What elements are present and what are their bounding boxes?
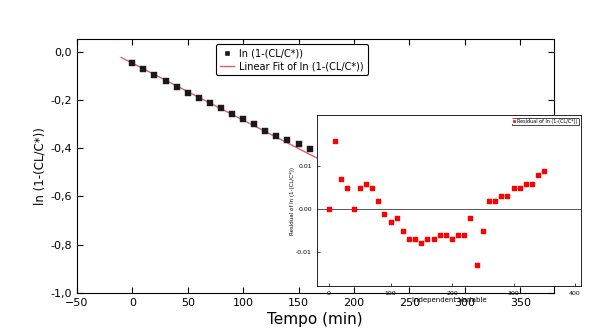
Linear Fit of ln (1-(CL/C*)): [362, 181, 369, 185]
Point: [527, 181, 537, 186]
Point: [453, 232, 463, 238]
ln (1-(CL/C*)): [449, 207, 459, 212]
ln (1-(CL/C*)): [371, 174, 381, 180]
ln (1-(CL/C*)): [183, 90, 192, 95]
Point: [349, 207, 359, 212]
Linear Fit of ln (1-(CL/C*)): [454, 228, 461, 232]
ln (1-(CL/C*)): [338, 160, 348, 165]
Point: [398, 228, 408, 233]
Y-axis label: Residual of ln (1-(CL/C*)): Residual of ln (1-(CL/C*)): [290, 167, 295, 235]
ln (1-(CL/C*)): [205, 101, 215, 106]
ln (1-(CL/C*)): [282, 137, 292, 142]
ln (1-(CL/C*)): [460, 212, 470, 217]
X-axis label: Independent Variable: Independent Variable: [411, 297, 486, 303]
Linear Fit of ln (1-(CL/C*)): [518, 261, 525, 265]
Line: Linear Fit of ln (1-(CL/C*)): Linear Fit of ln (1-(CL/C*)): [121, 58, 531, 268]
Point: [416, 241, 426, 246]
Point: [472, 262, 482, 267]
Point: [496, 194, 506, 199]
Point: [478, 228, 488, 233]
Point: [336, 177, 346, 182]
Point: [539, 168, 549, 173]
ln (1-(CL/C*)): [471, 217, 481, 222]
Linear Fit of ln (1-(CL/C*)): [315, 157, 322, 161]
ln (1-(CL/C*)): [161, 79, 170, 84]
Point: [386, 219, 395, 225]
Point: [367, 185, 377, 190]
Point: [423, 237, 432, 242]
Point: [410, 237, 420, 242]
ln (1-(CL/C*)): [304, 146, 314, 151]
ln (1-(CL/C*)): [249, 121, 259, 127]
Point: [404, 237, 414, 242]
Point: [373, 198, 383, 203]
ln (1-(CL/C*)): [138, 66, 148, 72]
Point: [521, 181, 531, 186]
Point: [392, 215, 402, 220]
ln (1-(CL/C*)): [260, 129, 270, 134]
ln (1-(CL/C*)): [327, 156, 337, 161]
ln (1-(CL/C*)): [349, 165, 359, 170]
ln (1-(CL/C*)): [493, 226, 503, 231]
Point: [355, 185, 365, 190]
ln (1-(CL/C*)): [149, 73, 159, 78]
ln (1-(CL/C*)): [293, 141, 303, 147]
X-axis label: Tempo (min): Tempo (min): [268, 312, 363, 327]
Point: [466, 215, 475, 220]
ln (1-(CL/C*)): [405, 189, 415, 194]
ln (1-(CL/C*)): [227, 112, 237, 117]
Linear Fit of ln (1-(CL/C*)): [528, 266, 535, 270]
Point: [379, 211, 389, 216]
Point: [515, 185, 525, 190]
Linear Fit of ln (1-(CL/C*)): [339, 169, 347, 173]
Point: [361, 181, 371, 186]
Point: [324, 207, 334, 212]
Legend: ln (1-(CL/C*)), Linear Fit of ln (1-(CL/C*)): ln (1-(CL/C*)), Linear Fit of ln (1-(CL/…: [216, 44, 368, 75]
ln (1-(CL/C*)): [316, 150, 326, 156]
ln (1-(CL/C*)): [216, 106, 226, 111]
Point: [435, 232, 445, 238]
ln (1-(CL/C*)): [438, 203, 448, 208]
Linear Fit of ln (1-(CL/C*)): [312, 156, 320, 160]
Point: [459, 232, 469, 238]
Point: [502, 194, 512, 199]
ln (1-(CL/C*)): [515, 260, 525, 265]
ln (1-(CL/C*)): [271, 133, 281, 138]
Y-axis label: ln (1-(CL/C*)): ln (1-(CL/C*)): [33, 127, 46, 205]
Point: [441, 232, 451, 238]
ln (1-(CL/C*)): [383, 179, 392, 185]
Point: [447, 237, 457, 242]
ln (1-(CL/C*)): [394, 185, 403, 190]
ln (1-(CL/C*)): [194, 95, 204, 100]
Point: [330, 138, 340, 143]
ln (1-(CL/C*)): [360, 169, 370, 175]
Point: [484, 198, 494, 203]
ln (1-(CL/C*)): [427, 198, 437, 203]
ln (1-(CL/C*)): [504, 231, 514, 237]
ln (1-(CL/C*)): [416, 193, 426, 198]
Point: [429, 237, 438, 242]
ln (1-(CL/C*)): [172, 85, 181, 90]
Point: [533, 172, 543, 178]
Point: [509, 185, 518, 190]
ln (1-(CL/C*)): [482, 222, 492, 227]
Point: [490, 198, 500, 203]
Point: [343, 185, 352, 190]
Legend: Residual of ln (1-(CL/C*)): Residual of ln (1-(CL/C*)): [512, 117, 579, 125]
ln (1-(CL/C*)): [127, 61, 137, 66]
ln (1-(CL/C*)): [238, 116, 248, 121]
Linear Fit of ln (1-(CL/C*)): [117, 56, 125, 60]
